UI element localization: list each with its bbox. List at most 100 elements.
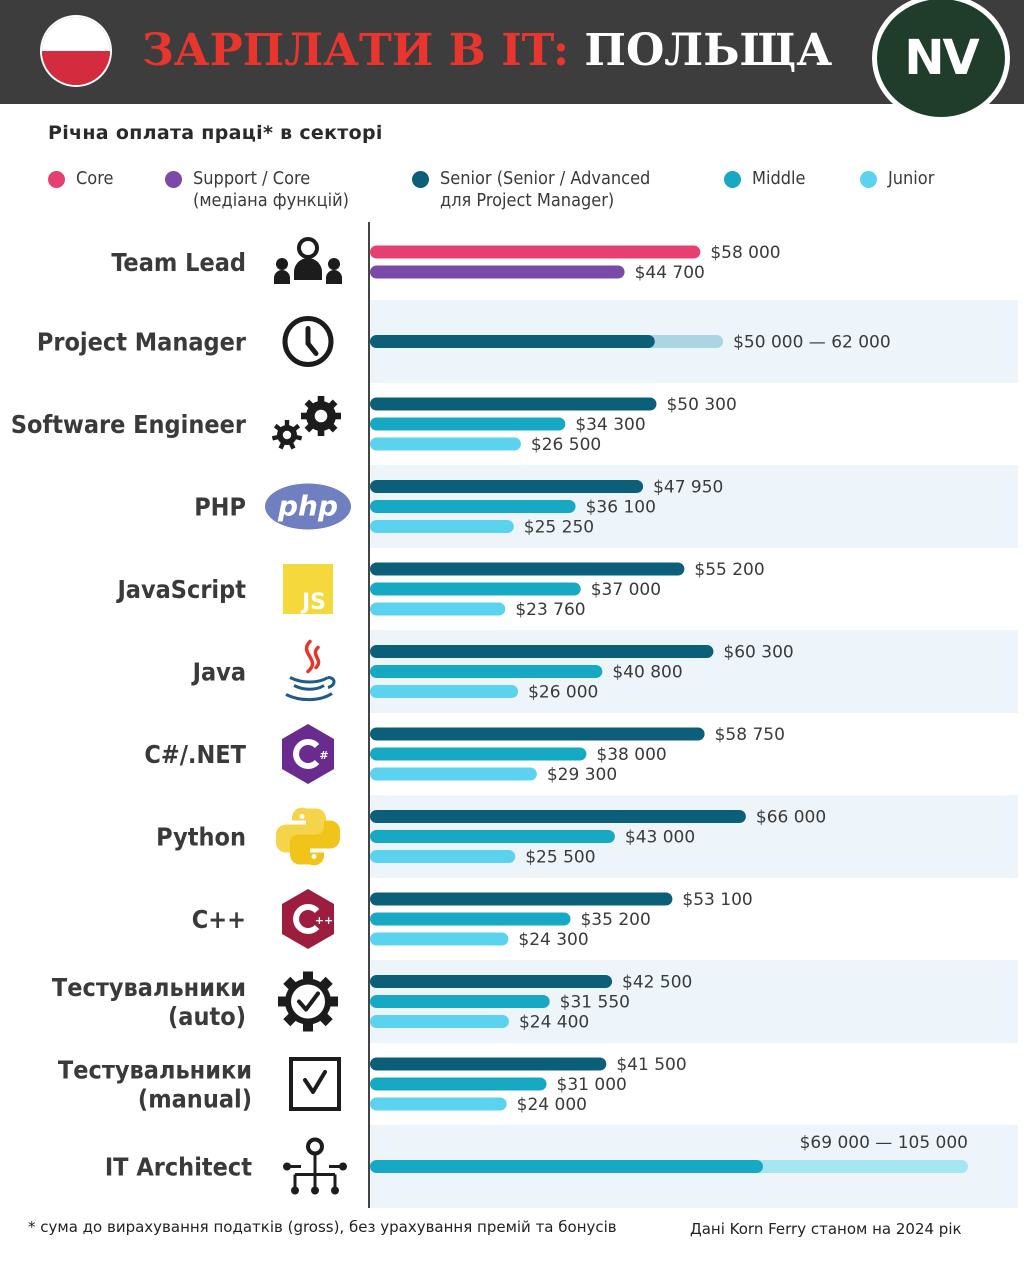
bar (370, 892, 673, 906)
svg-text:++: ++ (315, 914, 333, 927)
python-icon (276, 807, 340, 866)
bar (370, 265, 625, 279)
bar (370, 1077, 547, 1091)
bar (370, 810, 746, 823)
bar (370, 912, 571, 926)
value-label: $38 000 (596, 745, 666, 765)
value-label: $25 500 (525, 848, 595, 868)
bar (370, 747, 587, 761)
bar (370, 850, 516, 863)
bar (370, 500, 576, 513)
cpp-icon: ++ (282, 889, 334, 949)
bar (370, 932, 509, 946)
value-label: $41 500 (616, 1055, 686, 1075)
data-source: Дані Korn Ferry станом на 2024 рік (690, 1220, 962, 1238)
bar (370, 1097, 507, 1111)
bar (370, 480, 644, 493)
network-icon (283, 1137, 347, 1195)
category-label: PHP (194, 493, 246, 522)
bar (370, 520, 514, 533)
php-icon: php (265, 483, 351, 530)
title-part-2: ПОЛЬЩА (584, 25, 833, 76)
poland-flag-icon (42, 17, 110, 85)
bar (370, 1015, 509, 1028)
footnote: * сума до вирахування податків (gross), … (28, 1218, 617, 1236)
value-label: $31 000 (557, 1075, 627, 1095)
legend-label: Junior (888, 168, 935, 189)
value-label: $23 760 (515, 600, 585, 620)
header-bar: ЗАРПЛАТИ В IT: ПОЛЬЩА NV (0, 0, 1024, 122)
value-label: $50 000 — 62 000 (733, 333, 891, 353)
category-label: Тестувальники (58, 1056, 252, 1085)
page-title: ЗАРПЛАТИ В IT: ПОЛЬЩА (142, 20, 832, 82)
category-label: Software Engineer (11, 410, 247, 439)
value-label: $44 700 (635, 263, 705, 283)
value-label: $36 100 (586, 498, 656, 518)
bar (370, 767, 537, 781)
title-part-1: ЗАРПЛАТИ В IT: (142, 25, 570, 76)
bar (370, 417, 566, 431)
value-label: $40 800 (612, 663, 682, 683)
bar (370, 1160, 763, 1173)
bar (370, 685, 519, 698)
legend-label: Middle (752, 168, 806, 189)
category-label: Team Lead (111, 248, 246, 277)
java-icon (285, 639, 336, 702)
legend-dot (724, 171, 741, 188)
category-label: Python (156, 823, 246, 852)
gears-icon (271, 396, 341, 450)
value-label: $58 750 (715, 725, 785, 745)
value-label: $43 000 (625, 828, 695, 848)
category-label: (auto) (168, 1002, 246, 1031)
gear-check-icon (278, 971, 338, 1032)
chart-subtitle: Річна оплата праці* в секторі (48, 122, 383, 144)
value-label: $24 000 (517, 1095, 587, 1115)
bar (370, 645, 714, 658)
value-label: $24 400 (519, 1013, 589, 1033)
clock-icon (282, 316, 334, 367)
category-label: IT Architect (105, 1153, 252, 1182)
value-label: $58 000 (710, 243, 780, 263)
category-label: C#/.NET (144, 740, 246, 769)
legend-dot (165, 171, 182, 188)
value-label: $42 500 (622, 973, 692, 993)
legend-dot (860, 171, 877, 188)
legend-label: Senior (Senior / Advanced для Project Man… (440, 168, 651, 211)
value-label: $31 550 (560, 993, 630, 1013)
js-icon: JS (283, 564, 333, 615)
bar (370, 727, 705, 741)
value-label: $29 300 (547, 765, 617, 785)
value-label: $53 100 (682, 890, 752, 910)
bar (370, 1057, 607, 1071)
bar (370, 562, 685, 576)
category-label: JavaScript (115, 575, 246, 604)
value-label: $25 250 (524, 518, 594, 538)
svg-text:php: php (277, 490, 338, 523)
category-label: (manual) (138, 1085, 252, 1114)
value-label: $37 000 (591, 580, 661, 600)
category-label: Java (191, 658, 246, 687)
bar (370, 335, 655, 348)
category-label: Тестувальники (52, 973, 246, 1002)
svg-text:JS: JS (300, 590, 326, 615)
bar (370, 975, 613, 988)
value-label: $50 300 (666, 395, 736, 415)
value-label: $55 200 (694, 560, 764, 580)
bar (370, 582, 581, 596)
value-label: $69 000 — 105 000 (800, 1133, 968, 1153)
legend-label: Core (76, 168, 114, 189)
value-label: $35 200 (580, 910, 650, 930)
bar (370, 245, 701, 259)
bar (370, 665, 603, 678)
checkbox-icon (289, 1057, 341, 1111)
csharp-icon: # (282, 724, 334, 784)
value-label: $66 000 (756, 808, 826, 828)
bar (370, 397, 657, 411)
legend-label: Support / Core (медіана функцій) (193, 168, 349, 211)
value-label: $47 950 (653, 478, 723, 498)
category-label: C++ (192, 905, 246, 934)
bar (370, 602, 506, 616)
svg-text:#: # (319, 749, 328, 762)
bar (370, 437, 521, 451)
value-label: $24 300 (518, 930, 588, 950)
